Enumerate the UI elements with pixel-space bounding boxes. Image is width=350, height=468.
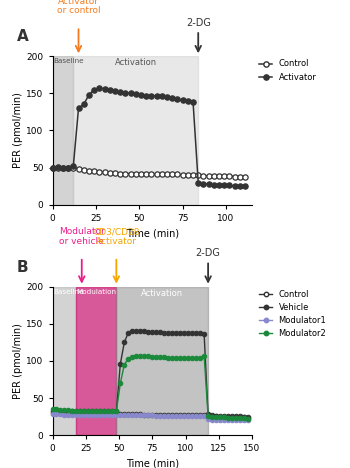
X-axis label: Time (min): Time (min) <box>126 228 179 238</box>
Text: Baseline: Baseline <box>53 58 84 65</box>
Text: Activation: Activation <box>115 58 157 67</box>
Text: B: B <box>16 260 28 275</box>
Text: Modulation: Modulation <box>76 289 117 295</box>
Text: A: A <box>16 29 28 44</box>
Text: Activation: Activation <box>141 289 183 298</box>
Text: Activator: Activator <box>96 237 137 246</box>
Bar <box>116 286 208 435</box>
X-axis label: Time (min): Time (min) <box>126 459 179 468</box>
Bar <box>73 56 198 205</box>
Text: 2-DG: 2-DG <box>196 249 220 258</box>
Bar <box>52 56 73 205</box>
Bar <box>76 286 116 435</box>
Legend: Control, Activator: Control, Activator <box>256 56 320 85</box>
Text: or vehicle: or vehicle <box>60 237 104 246</box>
Text: Modulator: Modulator <box>59 227 105 236</box>
Text: or control: or control <box>57 6 100 15</box>
Bar <box>52 286 76 435</box>
Text: 2-DG: 2-DG <box>186 18 211 28</box>
Y-axis label: PER (pmol/min): PER (pmol/min) <box>13 93 23 168</box>
Text: CD3/CD28: CD3/CD28 <box>93 227 140 236</box>
Y-axis label: PER (pmol/min): PER (pmol/min) <box>13 323 23 399</box>
Text: Activator: Activator <box>58 0 99 6</box>
Text: Baseline: Baseline <box>53 289 84 295</box>
Legend: Control, Vehicle, Modulator1, Modulator2: Control, Vehicle, Modulator1, Modulator2 <box>256 286 330 342</box>
